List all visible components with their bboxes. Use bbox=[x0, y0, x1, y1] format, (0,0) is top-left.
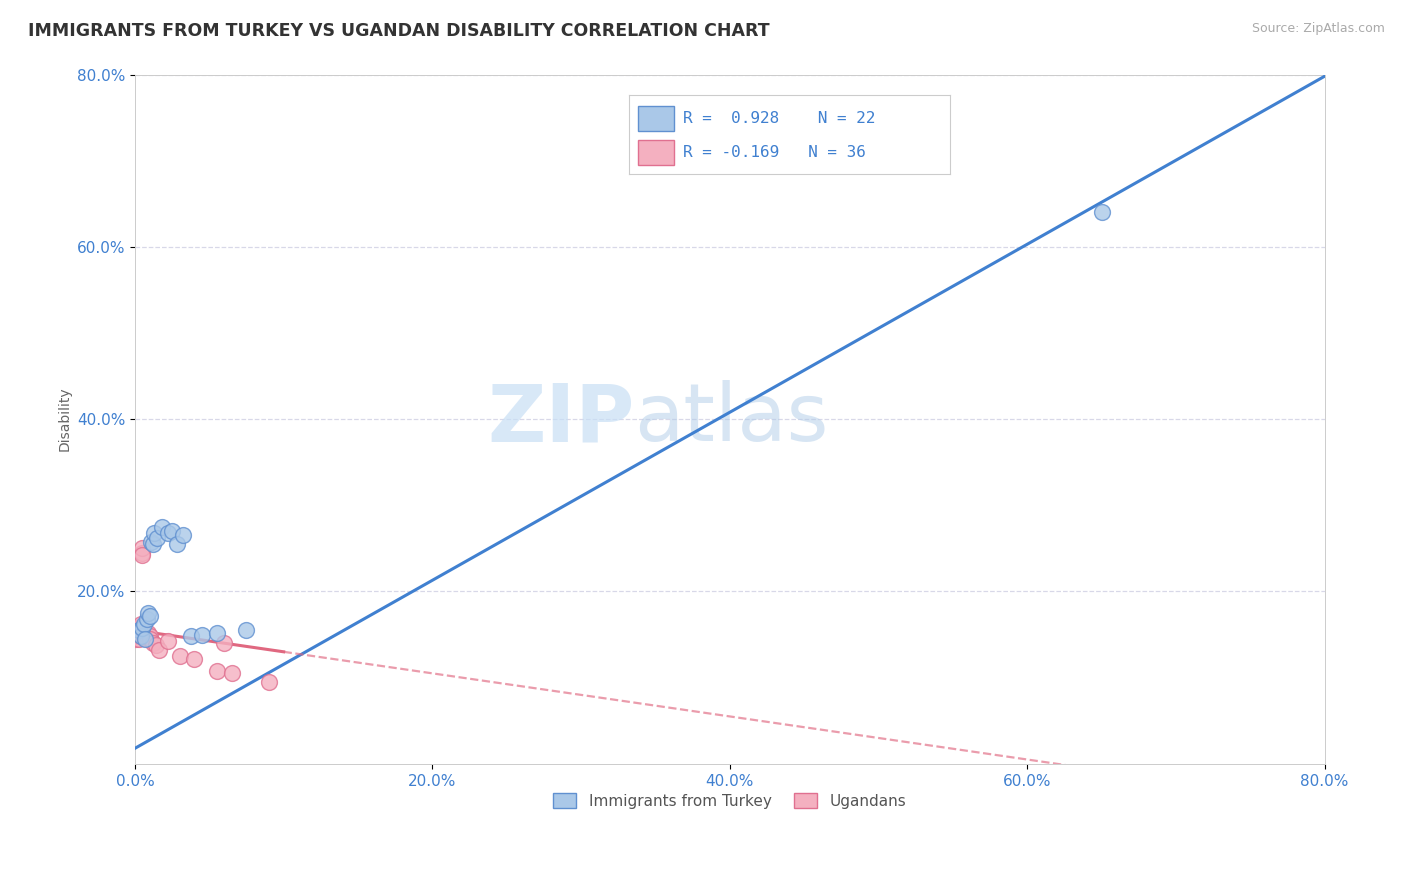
Point bbox=[180, 629, 202, 643]
Point bbox=[131, 541, 153, 556]
Point bbox=[127, 624, 149, 638]
Point bbox=[205, 664, 228, 678]
Point bbox=[131, 546, 153, 560]
Point bbox=[125, 627, 148, 641]
Point bbox=[138, 606, 160, 620]
Point bbox=[134, 625, 156, 640]
Point bbox=[205, 625, 228, 640]
Point bbox=[128, 632, 150, 646]
Point bbox=[134, 629, 156, 643]
Point bbox=[142, 636, 165, 650]
Point bbox=[125, 632, 148, 646]
Point bbox=[139, 629, 162, 643]
Point bbox=[134, 632, 156, 646]
Point bbox=[141, 534, 163, 549]
Point bbox=[127, 621, 149, 635]
Point bbox=[166, 537, 188, 551]
Point bbox=[1090, 205, 1112, 219]
Point bbox=[129, 629, 152, 643]
Point bbox=[138, 625, 160, 640]
Point bbox=[135, 612, 157, 626]
Point bbox=[150, 520, 173, 534]
Point bbox=[172, 528, 194, 542]
Point bbox=[160, 524, 183, 538]
Point bbox=[156, 634, 179, 648]
Point bbox=[142, 537, 165, 551]
Point bbox=[212, 636, 235, 650]
Point bbox=[129, 621, 152, 635]
Text: Source: ZipAtlas.com: Source: ZipAtlas.com bbox=[1251, 22, 1385, 36]
Point bbox=[143, 525, 166, 540]
Legend: Immigrants from Turkey, Ugandans: Immigrants from Turkey, Ugandans bbox=[547, 787, 912, 814]
Point bbox=[131, 621, 153, 635]
Text: IMMIGRANTS FROM TURKEY VS UGANDAN DISABILITY CORRELATION CHART: IMMIGRANTS FROM TURKEY VS UGANDAN DISABI… bbox=[28, 22, 769, 40]
Point bbox=[129, 624, 152, 638]
Point bbox=[135, 632, 157, 646]
Point bbox=[183, 651, 205, 665]
Y-axis label: Disability: Disability bbox=[58, 387, 72, 451]
Point bbox=[169, 649, 191, 664]
Point bbox=[128, 621, 150, 635]
Point bbox=[131, 549, 153, 563]
Point bbox=[257, 675, 280, 690]
Point bbox=[148, 643, 170, 657]
Point bbox=[139, 608, 162, 623]
Point bbox=[128, 624, 150, 638]
Point bbox=[132, 617, 155, 632]
Text: ZIP: ZIP bbox=[488, 380, 634, 458]
Point bbox=[135, 629, 157, 643]
Point bbox=[132, 625, 155, 640]
Text: atlas: atlas bbox=[634, 380, 830, 458]
Point bbox=[132, 629, 155, 643]
Point bbox=[235, 624, 257, 638]
Point bbox=[127, 629, 149, 643]
Point bbox=[128, 625, 150, 640]
Point bbox=[129, 617, 152, 632]
Point bbox=[128, 629, 150, 643]
Point bbox=[145, 638, 167, 652]
Point bbox=[221, 666, 243, 681]
Point bbox=[131, 624, 153, 638]
Point bbox=[139, 632, 162, 646]
Point bbox=[146, 531, 169, 545]
Point bbox=[156, 525, 179, 540]
Point bbox=[129, 629, 152, 643]
Point bbox=[191, 627, 214, 641]
